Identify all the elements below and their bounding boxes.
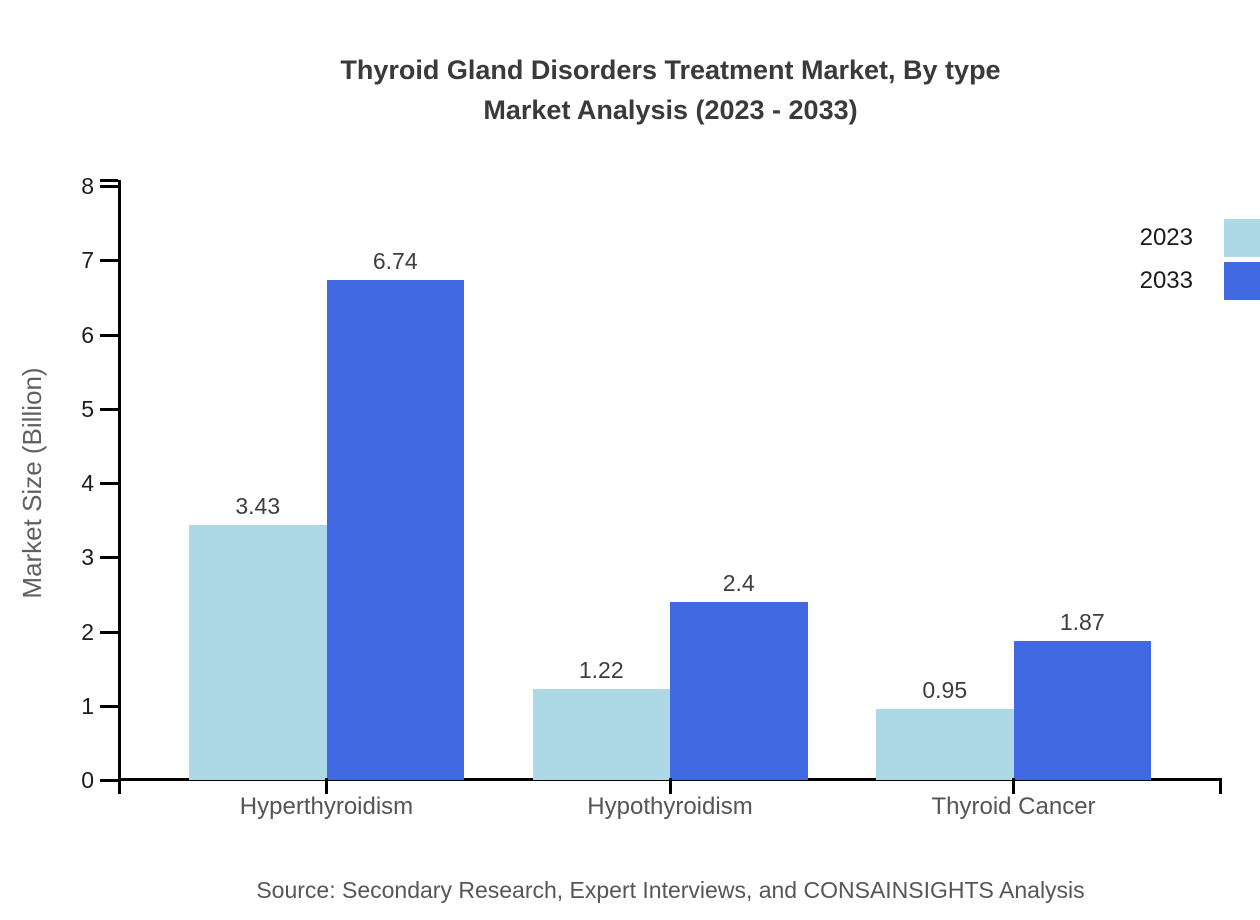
y-tick-label: 5 (81, 395, 94, 422)
y-tick (100, 185, 121, 188)
y-tick (100, 482, 121, 485)
y-tick-label: 8 (81, 173, 94, 199)
y-tick-label: 7 (81, 247, 94, 274)
x-tick (1012, 778, 1015, 794)
bar-2033-thyroid-cancer (1013, 641, 1151, 780)
y-tick-label: 2 (81, 618, 94, 645)
bar-2033-hypothyroidism (670, 601, 808, 780)
bar-2023-hyperthyroidism (189, 525, 327, 780)
bar-2023-hypothyroidism (532, 689, 670, 780)
y-tick-label: 3 (81, 544, 94, 571)
y-tick (100, 407, 121, 411)
x-category-label: Hyperthyroidism (239, 793, 414, 820)
legend-label-2023: 2023 (1139, 224, 1193, 251)
chart-title-line2: Market Analysis (2023 - 2033) (483, 95, 858, 125)
source-note: Source: Secondary Research, Expert Inter… (256, 877, 1085, 903)
y-tick (100, 556, 121, 560)
y-tick (100, 259, 121, 263)
chart-title: Thyroid Gland Disorders Treatment Market… (120, 50, 1221, 130)
y-tick (100, 704, 121, 708)
x-tick (325, 778, 328, 794)
x-category-label: Hypothyroidism (587, 793, 753, 820)
bar-value-label: 1.22 (578, 657, 624, 684)
bar-value-label: 0.95 (922, 677, 968, 704)
y-tick-label: 6 (81, 321, 94, 348)
y-tick (100, 333, 121, 337)
legend-swatch-2033 (1224, 262, 1260, 300)
y-tick-label: 0 (81, 767, 94, 793)
legend-swatch-2023 (1224, 219, 1260, 257)
y-tick (100, 779, 121, 782)
y-tick-label: 4 (81, 470, 94, 496)
bar-value-label: 2.4 (722, 569, 755, 596)
bar-2033-hyperthyroidism (326, 279, 464, 780)
axis-end-cap (1219, 778, 1222, 794)
bar-value-label: 6.74 (372, 247, 418, 274)
x-tick (668, 778, 672, 794)
axis-top-cap (100, 179, 118, 182)
y-tick (100, 630, 121, 634)
y-axis-line (118, 180, 121, 794)
bar-2023-thyroid-cancer (876, 709, 1014, 780)
chart-title-line1: Thyroid Gland Disorders Treatment Market… (340, 55, 1001, 85)
y-tick-label: 1 (81, 692, 94, 719)
bar-value-label: 1.87 (1059, 609, 1105, 636)
legend-label-2033: 2033 (1139, 267, 1193, 294)
bar-value-label: 3.43 (235, 493, 281, 520)
x-category-label: Thyroid Cancer (931, 793, 1096, 820)
